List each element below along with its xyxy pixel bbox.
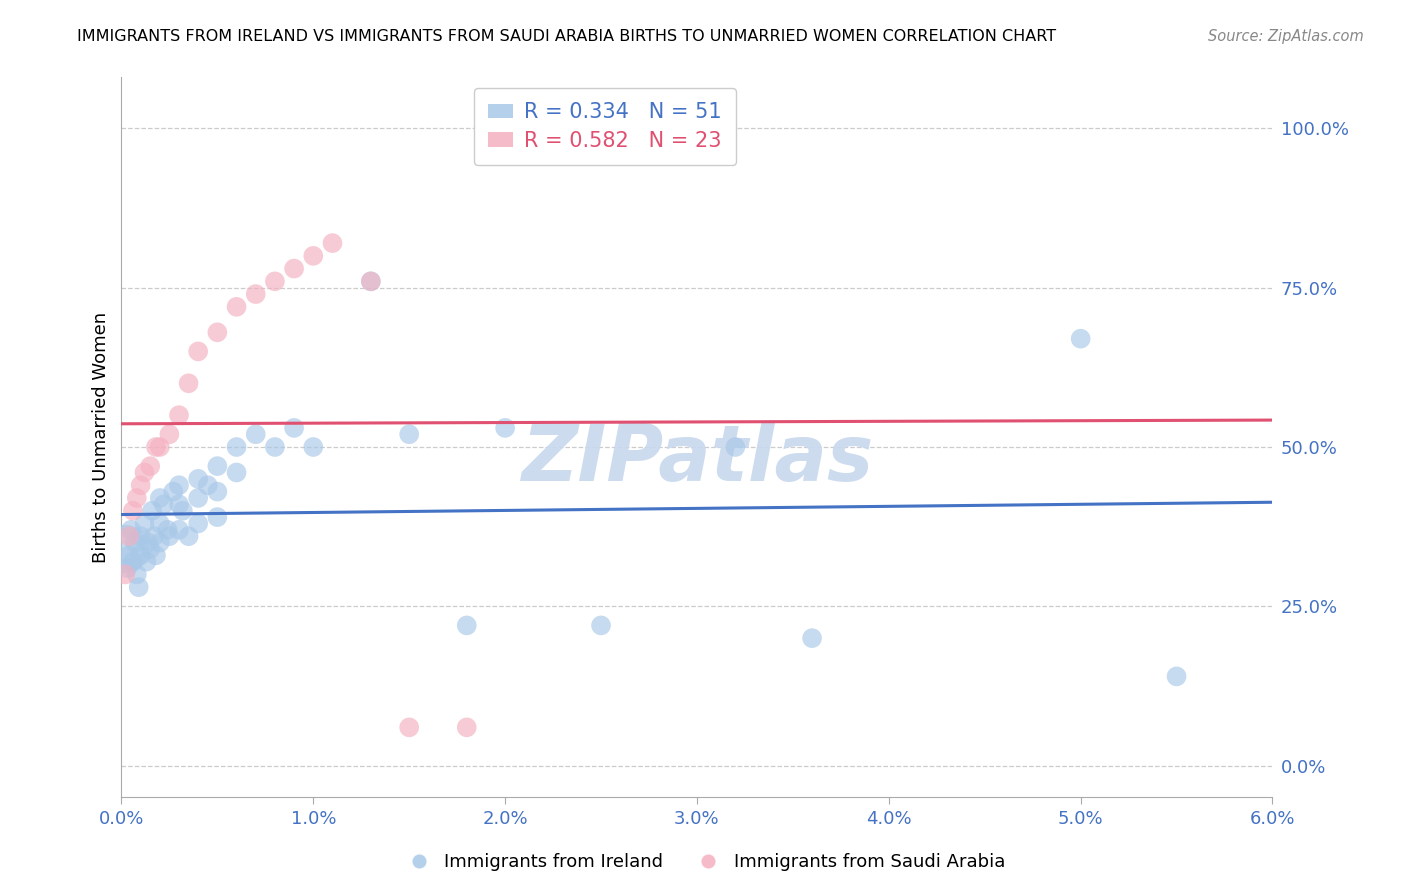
- Point: [167, 497, 190, 511]
- Point: [302, 440, 325, 454]
- Point: [197, 478, 219, 492]
- Point: [115, 561, 138, 575]
- Point: [245, 287, 267, 301]
- Point: [801, 631, 824, 645]
- Point: [139, 541, 162, 556]
- Point: [283, 261, 305, 276]
- Point: [122, 504, 145, 518]
- Point: [177, 529, 200, 543]
- Text: IMMIGRANTS FROM IRELAND VS IMMIGRANTS FROM SAUDI ARABIA BIRTHS TO UNMARRIED WOME: IMMIGRANTS FROM IRELAND VS IMMIGRANTS FR…: [77, 29, 1056, 44]
- Text: Source: ZipAtlas.com: Source: ZipAtlas.com: [1208, 29, 1364, 44]
- Point: [360, 274, 382, 288]
- Point: [589, 618, 612, 632]
- Point: [207, 510, 229, 524]
- Point: [398, 427, 420, 442]
- Point: [141, 504, 163, 518]
- Point: [145, 440, 167, 454]
- Point: [120, 523, 142, 537]
- Point: [207, 484, 229, 499]
- Point: [225, 300, 247, 314]
- Legend: R = 0.334   N = 51, R = 0.582   N = 23: R = 0.334 N = 51, R = 0.582 N = 23: [474, 87, 735, 165]
- Point: [167, 478, 190, 492]
- Point: [172, 504, 194, 518]
- Point: [321, 236, 343, 251]
- Point: [145, 549, 167, 563]
- Point: [118, 549, 141, 563]
- Point: [360, 274, 382, 288]
- Point: [129, 529, 152, 543]
- Point: [264, 274, 287, 288]
- Point: [162, 484, 184, 499]
- Point: [225, 466, 247, 480]
- Point: [149, 535, 172, 549]
- Point: [139, 459, 162, 474]
- Point: [124, 535, 146, 549]
- Point: [149, 491, 172, 505]
- Point: [118, 529, 141, 543]
- Point: [207, 326, 229, 340]
- Point: [125, 491, 148, 505]
- Text: ZIPatlas: ZIPatlas: [520, 421, 873, 497]
- Point: [149, 516, 172, 531]
- Point: [129, 478, 152, 492]
- Point: [114, 541, 136, 556]
- Point: [128, 580, 150, 594]
- Y-axis label: Births to Unmarried Women: Births to Unmarried Women: [93, 312, 110, 563]
- Point: [136, 535, 159, 549]
- Point: [302, 249, 325, 263]
- Point: [456, 720, 478, 734]
- Point: [122, 555, 145, 569]
- Point: [187, 516, 209, 531]
- Point: [152, 497, 174, 511]
- Point: [167, 408, 190, 422]
- Point: [724, 440, 747, 454]
- Point: [125, 567, 148, 582]
- Point: [187, 472, 209, 486]
- Point: [156, 523, 179, 537]
- Point: [135, 555, 157, 569]
- Point: [187, 344, 209, 359]
- Point: [129, 549, 152, 563]
- Point: [1166, 669, 1188, 683]
- Point: [157, 529, 180, 543]
- Point: [157, 427, 180, 442]
- Point: [177, 376, 200, 391]
- Point: [283, 421, 305, 435]
- Legend: Immigrants from Ireland, Immigrants from Saudi Arabia: Immigrants from Ireland, Immigrants from…: [394, 847, 1012, 879]
- Point: [114, 567, 136, 582]
- Point: [398, 720, 420, 734]
- Point: [225, 440, 247, 454]
- Point: [134, 466, 156, 480]
- Point: [187, 491, 209, 505]
- Point: [456, 618, 478, 632]
- Point: [143, 529, 166, 543]
- Point: [1070, 332, 1092, 346]
- Point: [245, 427, 267, 442]
- Point: [494, 421, 516, 435]
- Point: [134, 516, 156, 531]
- Point: [207, 459, 229, 474]
- Point: [149, 440, 172, 454]
- Point: [167, 523, 190, 537]
- Point: [264, 440, 287, 454]
